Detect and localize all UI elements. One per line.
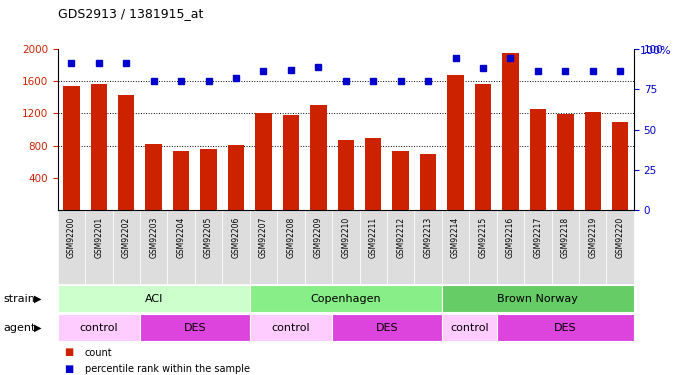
Bar (228, 145, 244, 210)
Bar (584, 112, 601, 210)
Text: GDS2913 / 1381915_at: GDS2913 / 1381915_at (58, 8, 203, 21)
Bar (146, 144, 162, 210)
Bar (255, 113, 272, 210)
Text: count: count (85, 348, 113, 357)
Y-axis label: 100%: 100% (640, 45, 671, 56)
Text: ▶: ▶ (33, 323, 41, 333)
Bar (310, 105, 327, 210)
Text: ▶: ▶ (33, 294, 41, 304)
Bar (118, 95, 134, 210)
Text: ACI: ACI (144, 294, 163, 304)
Text: strain: strain (3, 294, 35, 304)
Bar (447, 75, 464, 210)
Bar (338, 140, 354, 210)
Bar (393, 151, 409, 210)
Bar (612, 122, 629, 210)
Text: agent: agent (3, 323, 36, 333)
Text: control: control (450, 323, 489, 333)
Text: ■: ■ (64, 364, 74, 374)
Bar (502, 53, 519, 210)
Text: DES: DES (554, 323, 576, 333)
Bar (283, 116, 299, 210)
Text: DES: DES (184, 323, 206, 333)
Bar (530, 110, 546, 210)
Text: DES: DES (376, 323, 398, 333)
Text: control: control (79, 323, 118, 333)
Text: Copenhagen: Copenhagen (311, 294, 381, 304)
Text: percentile rank within the sample: percentile rank within the sample (85, 364, 250, 374)
Bar (365, 138, 382, 210)
Bar (173, 152, 189, 210)
Bar (63, 86, 79, 210)
Bar (557, 114, 574, 210)
Text: ■: ■ (64, 348, 74, 357)
Text: control: control (272, 323, 311, 333)
Bar (475, 84, 492, 210)
Text: Brown Norway: Brown Norway (498, 294, 578, 304)
Bar (91, 84, 107, 210)
Bar (200, 149, 217, 210)
Bar (420, 154, 437, 210)
